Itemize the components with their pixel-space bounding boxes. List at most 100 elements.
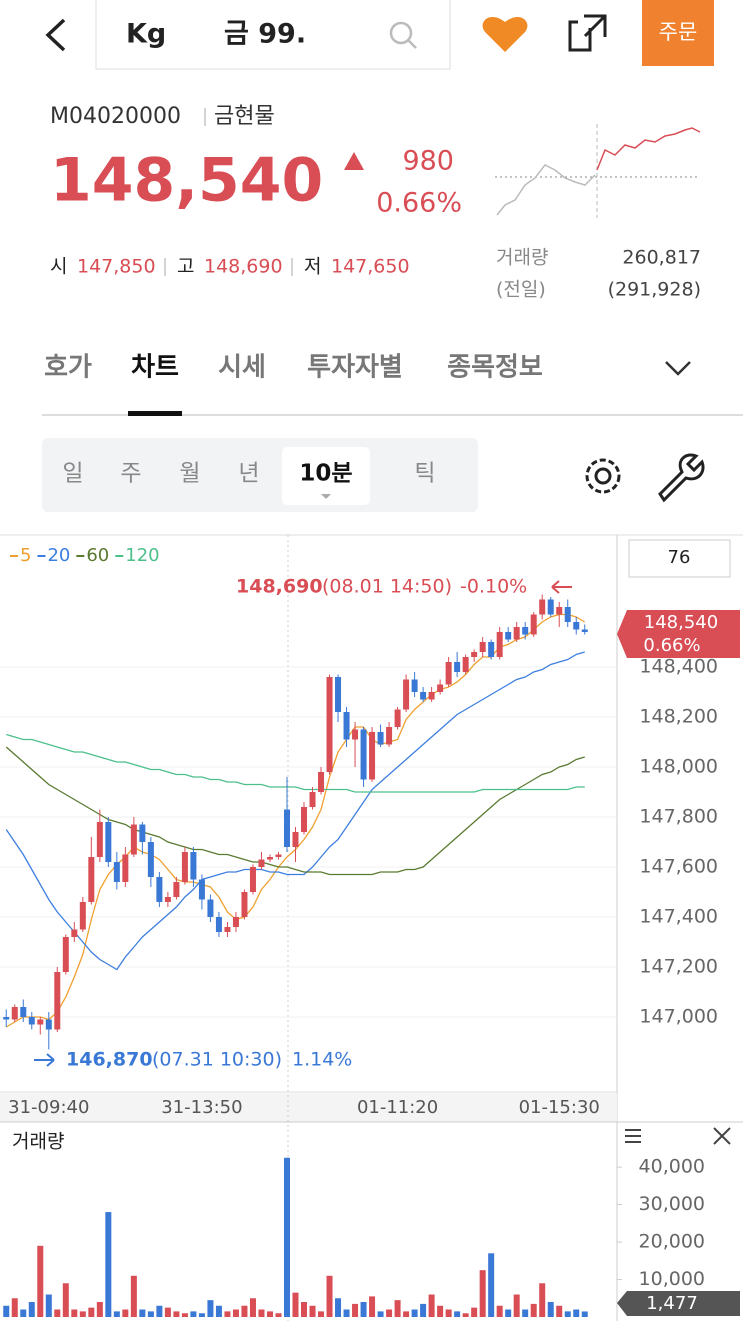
prev-volume: (291,928) (608, 279, 701, 301)
volume-bar (45, 1294, 52, 1317)
menu-icon[interactable] (625, 1129, 641, 1143)
share-button[interactable] (568, 14, 607, 52)
candle-body (37, 1019, 44, 1025)
candle-body (301, 807, 308, 832)
volume-bar (215, 1305, 222, 1317)
tools-button[interactable] (658, 453, 705, 503)
volume-bar (147, 1311, 154, 1317)
volume-label: 거래량 (496, 247, 548, 269)
candle-body (79, 902, 86, 930)
open-label: 시 (50, 256, 67, 278)
volume-bar (471, 1307, 478, 1317)
volume-bar (335, 1298, 342, 1317)
volume-bar (71, 1309, 78, 1317)
volume-bar (479, 1270, 486, 1317)
volume-title: 거래량 (12, 1131, 64, 1153)
order-button[interactable] (642, 0, 714, 66)
volume-bar (318, 1311, 325, 1317)
candle-body (445, 662, 452, 685)
candle-body (224, 927, 231, 932)
candle-body (437, 684, 444, 692)
order-button-label: 주문 (659, 20, 698, 44)
candle-body (556, 607, 563, 615)
volume-bar (105, 1212, 112, 1317)
price-change-rate: 0.66% (376, 188, 462, 219)
candle-body (403, 679, 410, 710)
high-arrow (551, 580, 572, 594)
candle-body (28, 1017, 35, 1025)
tab[interactable]: 시세 (218, 353, 266, 383)
period[interactable]: 년 (238, 461, 259, 487)
candle-body (173, 882, 180, 897)
volume-bar (522, 1309, 529, 1317)
volume-bar (369, 1296, 376, 1317)
candle-body (62, 937, 69, 972)
period[interactable]: 월 (179, 461, 200, 487)
volume-bar (156, 1305, 163, 1317)
back-button[interactable] (45, 18, 66, 52)
candle-body (573, 622, 580, 630)
search-icon[interactable] (389, 21, 413, 45)
volume-bar (28, 1302, 35, 1317)
volume-bar (122, 1309, 129, 1317)
volume-bar (581, 1311, 588, 1317)
volume-bar (266, 1311, 273, 1317)
volume-bar (20, 1309, 27, 1317)
volume-bar (513, 1294, 520, 1317)
candle-body (283, 809, 290, 847)
candle-body (309, 792, 316, 807)
legend-label: 5 (20, 545, 31, 566)
volume-bar (394, 1300, 401, 1317)
volume-bar (249, 1298, 256, 1317)
price-tag-change: 0.66% (643, 635, 700, 656)
y-tick-label: 147,200 (639, 956, 718, 978)
period[interactable]: 주 (120, 461, 141, 487)
volume-bar (539, 1283, 546, 1317)
volume-bar (79, 1311, 86, 1317)
candle-body (88, 857, 95, 902)
moving-average (5, 613, 586, 1028)
tab[interactable]: 종목정보 (447, 353, 543, 383)
settings-button[interactable] (585, 458, 621, 494)
close-icon[interactable] (713, 1127, 731, 1145)
candle-body (207, 899, 214, 917)
moving-average (5, 651, 585, 971)
tab[interactable]: 차트 (131, 353, 179, 383)
price-change: 980 (402, 146, 454, 177)
candle-body (386, 727, 393, 745)
tab[interactable]: 투자자별 (307, 353, 403, 383)
candle-body (318, 772, 325, 792)
candle-body (522, 627, 529, 635)
sparkline (495, 124, 701, 218)
tab[interactable]: 호가 (44, 353, 92, 383)
period[interactable]: 틱 (414, 461, 435, 487)
candle-body (147, 842, 154, 877)
legend-label: 20 (47, 545, 70, 566)
period-selected (282, 447, 370, 505)
candle-body (105, 822, 112, 862)
price-tag (617, 610, 740, 658)
y-tick-label: 147,000 (639, 1006, 718, 1028)
candle-body (215, 917, 222, 932)
candle-body (539, 599, 546, 615)
candle-body (113, 862, 120, 882)
period[interactable]: 일 (62, 461, 83, 487)
candle-body (266, 857, 273, 860)
period[interactable]: 10분 (299, 461, 352, 487)
tab-expand[interactable] (665, 361, 691, 376)
volume-bar (309, 1305, 316, 1317)
low-change: 1.14% (292, 1049, 352, 1071)
volume-bar (420, 1303, 427, 1317)
setting-box[interactable] (628, 539, 731, 578)
volume-bar (556, 1305, 563, 1317)
volume-bar (190, 1311, 197, 1317)
y-tick-label: 148,000 (639, 756, 718, 778)
candle-body (564, 607, 571, 622)
y-tick-label: 147,400 (639, 906, 718, 928)
candle-body (462, 657, 469, 672)
favorite-button[interactable] (482, 16, 528, 52)
volume-bar (301, 1302, 308, 1317)
up-arrow (344, 152, 364, 170)
y-tick-label: 40,000 (639, 1156, 705, 1178)
search-text: 금 99. (224, 19, 306, 50)
